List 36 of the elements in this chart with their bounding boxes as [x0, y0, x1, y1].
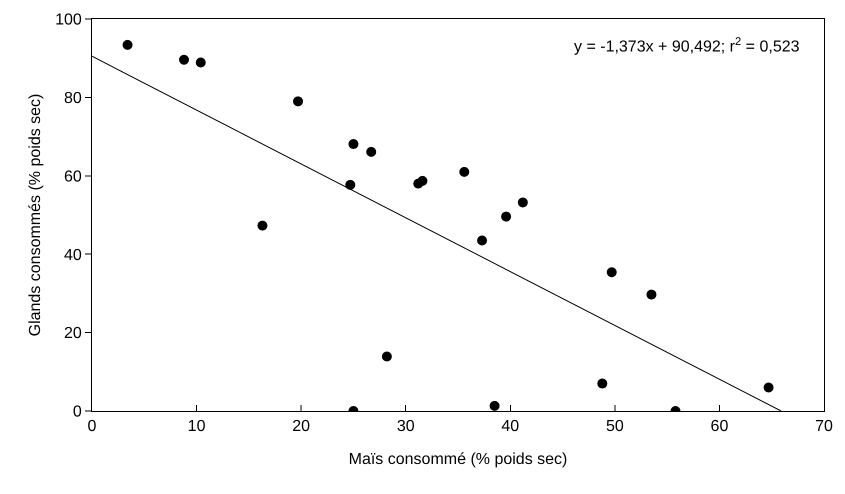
x-tick-label: 60: [710, 418, 728, 436]
annotation: y = -1,373x + 90,492; r$^{2}$ = 0,523: [574, 36, 800, 56]
y-tick-label: 100: [55, 12, 82, 29]
x-tick-label: 20: [292, 418, 310, 436]
x-tick-label: 10: [188, 418, 206, 436]
x-tick-label: 50: [606, 418, 624, 436]
point: [417, 176, 428, 186]
point: [345, 180, 356, 190]
point: [257, 220, 268, 231]
x-tick-label: 70: [815, 418, 833, 436]
y-tick-label: 0: [72, 404, 82, 421]
y-tick-label: 60: [64, 168, 82, 186]
y-tick-label: 80: [64, 90, 82, 107]
point: [366, 146, 376, 157]
point: [348, 139, 358, 150]
point: [122, 40, 133, 50]
point: [490, 400, 500, 411]
y-axis-title: Glands consommés (% poids sec): [26, 94, 44, 336]
point: [477, 235, 488, 246]
point: [606, 267, 617, 278]
x-tick-label: 30: [396, 418, 415, 436]
point: [597, 378, 608, 389]
point: [501, 212, 512, 222]
x-tick-label: 0: [88, 418, 97, 436]
point: [293, 96, 304, 106]
point: [179, 54, 190, 65]
point: [646, 290, 656, 300]
point: [764, 382, 774, 392]
y-tick-label: 40: [64, 246, 82, 264]
x-axis-title: Maïs consommé (% poids sec): [348, 450, 568, 468]
point: [196, 58, 206, 68]
point: [382, 352, 392, 362]
x-tick-label: 40: [501, 418, 520, 436]
point: [459, 166, 470, 177]
point: [518, 197, 528, 208]
y-tick-label: 20: [64, 325, 82, 342]
